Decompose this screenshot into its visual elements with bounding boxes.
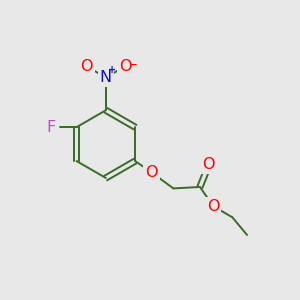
Text: +: + [108, 64, 116, 75]
Text: F: F [47, 120, 56, 135]
Text: O: O [119, 58, 131, 74]
Text: –: – [130, 57, 137, 72]
Text: O: O [207, 199, 219, 214]
Text: O: O [202, 158, 215, 172]
Text: O: O [80, 58, 93, 74]
Text: O: O [145, 165, 158, 180]
Text: N: N [100, 70, 112, 86]
